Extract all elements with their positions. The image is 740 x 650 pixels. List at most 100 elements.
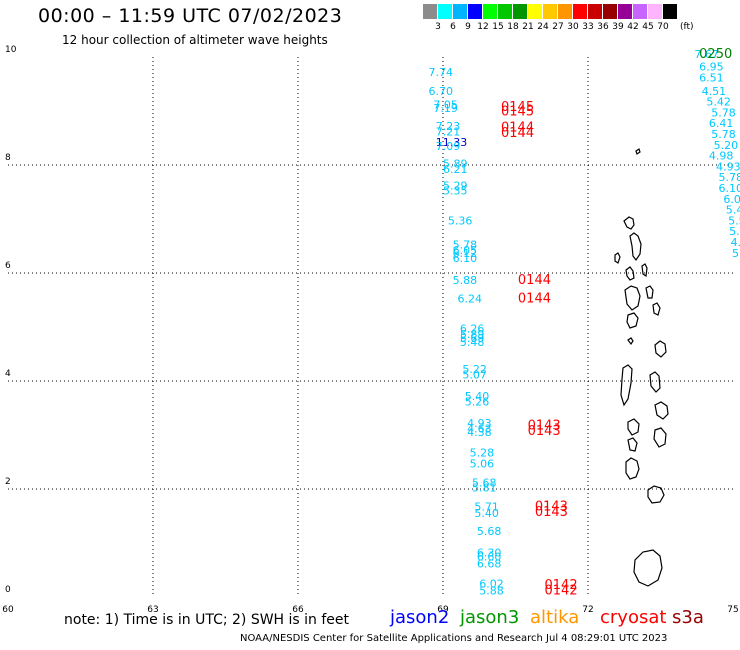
map-grid: 60 63 66 69 72 75 0 2 4 6 8 10 bbox=[2, 45, 738, 615]
color-scale-swatch bbox=[423, 4, 438, 19]
wave-height-value: 11.33 bbox=[436, 136, 468, 149]
island-outline bbox=[647, 485, 665, 504]
pass-time-label: 0143 bbox=[528, 419, 561, 434]
color-scale-swatch bbox=[498, 4, 513, 19]
page-subtitle: 12 hour collection of altimeter wave hei… bbox=[62, 33, 328, 47]
wave-height-value: 5.71 bbox=[474, 501, 499, 514]
credit-footer: NOAA/NESDIS Center for Satellite Applica… bbox=[240, 633, 668, 644]
x-tick-label: 66 bbox=[292, 605, 304, 615]
pass-time-label: 0142 bbox=[545, 583, 578, 598]
y-tick-label: 6 bbox=[5, 261, 11, 271]
wave-height-value: 4.63 bbox=[467, 422, 492, 435]
wave-height-value: 6.10 bbox=[719, 182, 740, 195]
x-tick-label: 69 bbox=[437, 605, 449, 615]
wave-height-value: 5.36 bbox=[448, 214, 473, 227]
y-tick-label: 0 bbox=[5, 585, 11, 595]
island-outline bbox=[652, 302, 661, 316]
wave-height-value: 5.68 bbox=[477, 525, 502, 538]
island-outline bbox=[620, 364, 633, 407]
color-scale-tick-label: 36 bbox=[597, 22, 609, 32]
wave-height-value: 6.26 bbox=[460, 322, 485, 335]
color-scale-unit-label: (ft) bbox=[680, 22, 694, 32]
wave-height-value: 5.4 bbox=[726, 204, 740, 217]
island-outline bbox=[629, 232, 642, 262]
wave-height-value: 7.09 bbox=[436, 140, 461, 153]
color-scale-swatch bbox=[543, 4, 558, 19]
wave-height-value: 4.51 bbox=[702, 85, 727, 98]
x-tick-label: 63 bbox=[147, 605, 158, 615]
pass-time-label: 0144 bbox=[518, 273, 551, 288]
color-scale-tick-label: 24 bbox=[537, 22, 549, 32]
wave-height-value: 5.35 bbox=[443, 185, 468, 198]
color-scale-swatch bbox=[558, 4, 573, 19]
wave-height-value: 5.78 bbox=[711, 128, 736, 141]
wave-height-value: 5.3 bbox=[729, 225, 740, 238]
pass-time-label: 0144 bbox=[501, 121, 534, 136]
island-outline bbox=[653, 427, 667, 448]
wave-height-value: 6.41 bbox=[709, 117, 734, 130]
pass-time-label: 0145 bbox=[501, 104, 534, 119]
island-outline bbox=[627, 337, 634, 346]
wave-height-value: 5 bbox=[732, 247, 739, 260]
wave-height-value: 5.5 bbox=[728, 214, 740, 227]
wave-height-value: 7.67 bbox=[694, 48, 719, 61]
pass-time-label: 0143 bbox=[535, 505, 568, 520]
wave-height-value: 5.88 bbox=[453, 274, 478, 287]
pass-time-label: 0143 bbox=[528, 424, 561, 439]
island-outline bbox=[654, 340, 667, 358]
satellite-legend-entry: s3a bbox=[672, 607, 704, 628]
color-scale-tick-label: 45 bbox=[642, 22, 654, 32]
wave-height-value: 6.60 bbox=[477, 550, 502, 563]
color-scale-swatch bbox=[483, 4, 498, 19]
wave-height-value: 5.81 bbox=[472, 482, 497, 495]
satellite-legend-entry: cryosat bbox=[600, 607, 667, 628]
page-title: 00:00 – 11:59 UTC 07/02/2023 bbox=[38, 5, 343, 27]
y-tick-label: 8 bbox=[5, 153, 11, 163]
pass-time-label: 0144 bbox=[518, 292, 551, 307]
y-tick-label: 2 bbox=[5, 477, 11, 487]
wave-height-value: 4.93 bbox=[716, 160, 740, 173]
color-scale-tick-label: 70 bbox=[657, 22, 669, 32]
footnote: note: 1) Time is in UTC; 2) SWH is in fe… bbox=[64, 612, 350, 628]
color-scale-tick-label: 42 bbox=[627, 22, 639, 32]
color-scale-swatch bbox=[618, 4, 633, 19]
color-scale-tick-label: 6 bbox=[450, 22, 456, 32]
color-scale-tick-label: 39 bbox=[612, 22, 624, 32]
wave-height-value: 5.89 bbox=[460, 328, 485, 341]
color-scale-swatch bbox=[453, 4, 468, 19]
satellite-legend-entry: jason3 bbox=[460, 607, 520, 628]
x-tick-label: 75 bbox=[727, 605, 738, 615]
wave-height-value: 6.68 bbox=[477, 557, 502, 570]
color-scale-tick-label: 3 bbox=[435, 22, 441, 32]
wave-height-value: 7.05 bbox=[433, 98, 458, 111]
wave-height-value: 5.40 bbox=[465, 390, 490, 403]
satellite-legend-entry: jason2 bbox=[390, 607, 450, 628]
pass-time-label: 0142 bbox=[545, 578, 578, 593]
wave-height-value: 6.30 bbox=[477, 547, 502, 560]
wave-height-value: 5.42 bbox=[706, 96, 731, 109]
pass-time-label: 0145 bbox=[501, 100, 534, 115]
wave-height-value: 7.23 bbox=[436, 120, 461, 133]
color-scale-swatch bbox=[513, 4, 528, 19]
island-outline bbox=[633, 549, 663, 587]
wave-height-value: 5.26 bbox=[465, 395, 490, 408]
wave-height-observations: 7.746.707.057.197.237.2111.337.095.896.2… bbox=[429, 48, 740, 597]
wave-height-value: 4. bbox=[731, 236, 740, 249]
wave-height-value: 5.28 bbox=[470, 447, 495, 460]
island-outline bbox=[614, 252, 621, 264]
wave-height-value: 5.88 bbox=[479, 584, 504, 597]
wave-height-value: 5.69 bbox=[460, 332, 485, 345]
wave-height-value: 7.19 bbox=[433, 102, 458, 115]
maldives-coastline bbox=[614, 148, 669, 587]
color-scale-swatch bbox=[603, 4, 618, 19]
island-outline bbox=[654, 401, 669, 420]
wave-height-value: 6.01 bbox=[723, 193, 740, 206]
wave-height-value: 6.95 bbox=[699, 61, 724, 74]
wave-height-value: 5.68 bbox=[472, 476, 497, 489]
wave-height-value: 6.24 bbox=[458, 293, 483, 306]
color-scale-swatch bbox=[633, 4, 648, 19]
island-outline bbox=[627, 437, 638, 452]
color-scale-tick-label: 33 bbox=[582, 22, 594, 32]
island-outline bbox=[627, 418, 640, 436]
